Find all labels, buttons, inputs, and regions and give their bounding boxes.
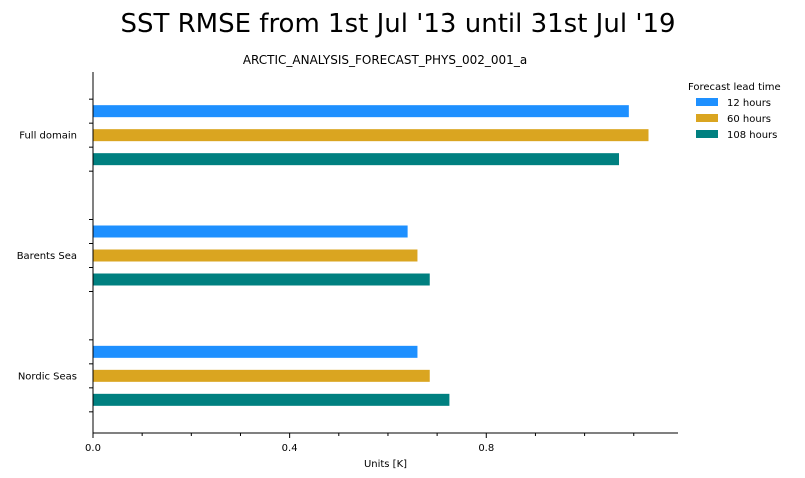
chart-subtitle: ARCTIC_ANALYSIS_FORECAST_PHYS_002_001_a [243, 53, 527, 67]
bar-full-domain-108-hours [93, 153, 620, 166]
bar-barents-sea-60-hours [93, 249, 418, 262]
plot-area: Full domain Barents Sea Nordic Seas 0.0 0.4 0… [17, 72, 678, 470]
legend-label: 12 hours [727, 98, 771, 109]
legend-swatch [696, 98, 718, 106]
bar-nordic-seas-108-hours [93, 393, 450, 406]
legend-swatch [696, 114, 718, 122]
y-tick-label: Barents Sea [17, 251, 77, 262]
x-tick-label: 0.4 [282, 443, 298, 454]
bar-full-domain-60-hours [93, 129, 649, 142]
legend: Forecast lead time 12 hours 60 hours 108 ho… [688, 82, 781, 141]
bar-full-domain-12-hours [93, 105, 629, 118]
legend-label: 108 hours [727, 130, 777, 141]
x-axis-label: Units [K] [364, 459, 407, 470]
y-tick-label: Nordic Seas [18, 371, 77, 382]
bar-barents-sea-12-hours [93, 225, 408, 238]
x-tick-label: 0.0 [85, 443, 101, 454]
legend-title: Forecast lead time [688, 82, 781, 93]
chart-title: SST RMSE from 1st Jul '13 until 31st Jul… [120, 9, 675, 39]
bar-barents-sea-108-hours [93, 273, 430, 286]
legend-swatch [696, 130, 718, 138]
x-tick-label: 0.8 [478, 443, 494, 454]
legend-label: 60 hours [727, 114, 771, 125]
bar-nordic-seas-60-hours [93, 369, 430, 382]
y-tick-label: Full domain [19, 131, 77, 142]
bar-nordic-seas-12-hours [93, 345, 418, 358]
